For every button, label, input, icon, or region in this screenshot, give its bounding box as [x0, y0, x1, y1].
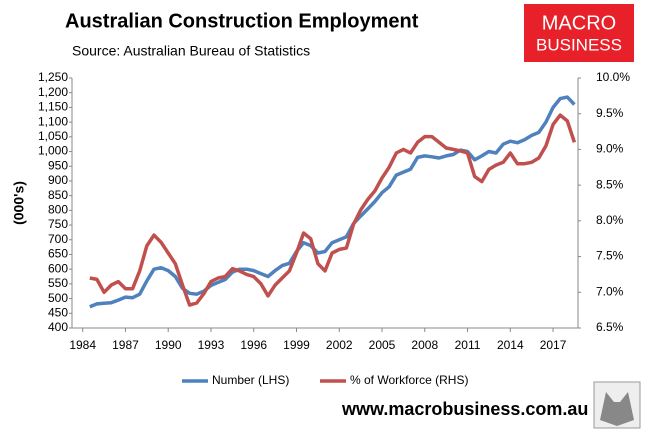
x-tick-label: 1984 — [69, 338, 96, 352]
y-tick-label: 1,000 — [38, 144, 68, 158]
logo-text: BUSINESS — [536, 35, 622, 54]
data-line — [89, 113, 577, 307]
y-tick-label: 950 — [48, 158, 68, 172]
logo-text: MACRO — [542, 12, 616, 34]
x-tick-label: 2011 — [455, 338, 481, 352]
website: www.macrobusiness.com.au — [341, 399, 588, 419]
y-tick-label: 900 — [48, 173, 68, 187]
chart-title: Australian Construction Employment — [65, 10, 419, 32]
y-tick-label: 1,200 — [38, 85, 68, 99]
x-tick-label: 1996 — [240, 338, 267, 352]
y-tick-label: 500 — [48, 291, 68, 305]
x-tick-label: 1993 — [198, 338, 225, 352]
y2-tick-label: 6.5% — [596, 320, 624, 334]
y-tick-label: 700 — [48, 232, 68, 246]
wolf-icon — [600, 392, 634, 426]
y-tick-label: 650 — [48, 247, 68, 261]
x-tick-label: 1987 — [112, 338, 139, 352]
x-tick-label: 2002 — [326, 338, 353, 352]
data-line — [89, 95, 576, 309]
y-tick-label: 1,050 — [38, 129, 68, 143]
legend-label: Number (LHS) — [212, 373, 289, 387]
y2-tick-label: 7.5% — [596, 249, 624, 263]
x-tick-label: 1999 — [283, 338, 310, 352]
y2-tick-label: 10.0% — [596, 70, 630, 84]
x-tick-label: 2005 — [369, 338, 396, 352]
y-tick-label: 750 — [48, 217, 68, 231]
x-tick-label: 2017 — [540, 338, 567, 352]
x-tick-label: 2014 — [497, 338, 524, 352]
y-tick-label: 600 — [48, 261, 68, 275]
y2-tick-label: 9.0% — [596, 142, 624, 156]
y-tick-label: 1,100 — [38, 114, 68, 128]
x-tick-label: 1990 — [155, 338, 182, 352]
y2-tick-label: 8.0% — [596, 213, 624, 227]
y-tick-label: 400 — [48, 320, 68, 334]
logo-box — [524, 4, 634, 62]
chart-subtitle: Source: Australian Bureau of Statistics — [72, 43, 310, 59]
legend-label: % of Workforce (RHS) — [350, 373, 468, 387]
y2-tick-label: 9.5% — [596, 106, 624, 120]
y-axis-label: (000's) — [11, 181, 27, 225]
y-tick-label: 1,250 — [38, 70, 68, 84]
x-tick-label: 2008 — [411, 338, 438, 352]
y2-tick-label: 7.0% — [596, 284, 624, 298]
y-tick-label: 850 — [48, 188, 68, 202]
y2-tick-label: 8.5% — [596, 177, 624, 191]
y-tick-label: 800 — [48, 203, 68, 217]
y-tick-label: 450 — [48, 305, 68, 319]
y-tick-label: 550 — [48, 276, 68, 290]
y-tick-label: 1,150 — [38, 100, 68, 114]
